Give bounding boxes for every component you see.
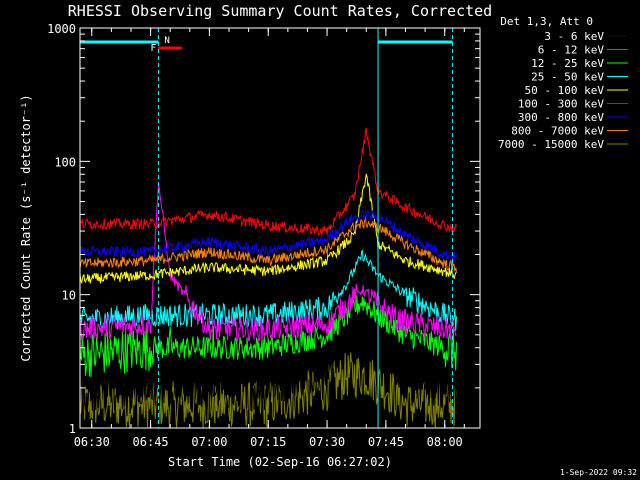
y-tick-label-2: 100 (54, 155, 76, 169)
y-tick-label-3: 1000 (47, 22, 76, 36)
series-line-4 (79, 173, 457, 284)
series-line-7 (79, 215, 457, 272)
y-tick-label-0: 1 (69, 422, 76, 436)
legend-label-6: 300 - 800 keV (518, 111, 604, 124)
annotation-n: N (164, 36, 169, 46)
x-tick-label-4: 07:30 (309, 435, 345, 449)
x-tick-label-5: 07:45 (368, 435, 404, 449)
plot-frame (79, 27, 481, 429)
series-line-5 (79, 128, 457, 236)
annotation-f: F (150, 43, 156, 54)
legend-label-1: 6 - 12 keV (538, 44, 605, 57)
series-line-6 (79, 208, 457, 262)
legend-label-4: 50 - 100 keV (525, 84, 605, 97)
footer-timestamp: 1-Sep-2022 09:32 (560, 468, 637, 477)
series-line-1 (79, 184, 457, 343)
legend-label-0: 3 - 6 keV (544, 30, 604, 43)
x-tick-label-3: 07:15 (250, 435, 286, 449)
x-axis-label: Start Time (02-Sep-16 06:27:02) (168, 455, 392, 469)
series-line-8 (79, 352, 457, 428)
chart-title: RHESSI Observing Summary Count Rates, Co… (68, 2, 492, 20)
x-tick-label-6: 08:00 (427, 435, 463, 449)
legend-label-2: 12 - 25 keV (531, 57, 604, 70)
legend-label-5: 100 - 300 keV (518, 98, 604, 111)
series-line-0 (79, 299, 457, 412)
y-axis-label: Corrected Count Rate (s⁻¹ detector⁻¹) (19, 94, 33, 361)
legend-label-7: 800 - 7000 keV (511, 125, 604, 138)
x-tick-label-1: 06:45 (133, 435, 169, 449)
x-tick-label-2: 07:00 (191, 435, 227, 449)
legend-title: Det 1,3, Att 0 (500, 15, 593, 28)
x-tick-label-0: 06:30 (74, 435, 110, 449)
legend-label-8: 7000 - 15000 keV (498, 138, 604, 151)
y-tick-label-1: 10 (62, 289, 76, 303)
legend-label-3: 25 - 50 keV (531, 71, 604, 84)
